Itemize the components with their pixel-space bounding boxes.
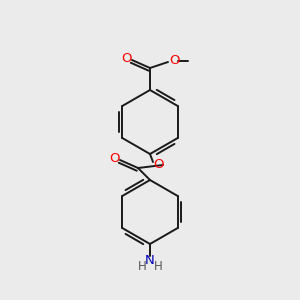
Text: H: H (154, 260, 162, 272)
Text: O: O (121, 52, 131, 65)
Text: H: H (138, 260, 146, 272)
Text: N: N (145, 254, 155, 268)
Text: O: O (154, 158, 164, 172)
Text: O: O (109, 152, 119, 166)
Text: O: O (169, 55, 179, 68)
